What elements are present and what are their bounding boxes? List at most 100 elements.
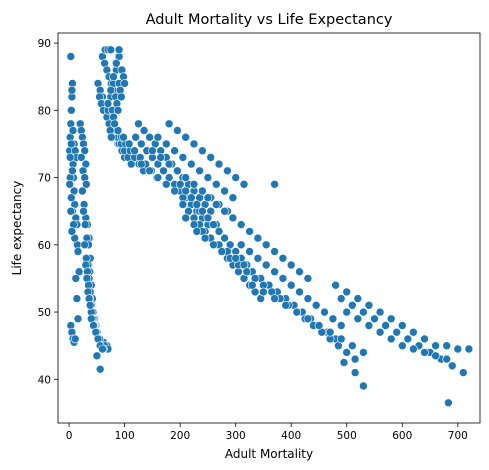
data-point <box>67 227 77 236</box>
data-point <box>66 52 76 61</box>
data-point <box>303 314 313 324</box>
data-point <box>270 247 279 256</box>
data-point <box>359 381 368 391</box>
data-point <box>82 180 91 189</box>
data-point <box>278 253 288 263</box>
data-point <box>106 45 116 55</box>
data-point <box>397 341 407 351</box>
data-point <box>409 327 418 337</box>
data-point <box>85 300 95 310</box>
data-point <box>137 159 146 169</box>
data-point <box>281 300 291 310</box>
data-points <box>65 45 474 408</box>
data-point <box>328 314 338 324</box>
data-point <box>223 166 232 176</box>
data-point <box>178 200 188 209</box>
data-point <box>148 146 157 155</box>
data-point <box>336 334 346 344</box>
data-point <box>181 186 190 196</box>
data-point <box>353 314 363 324</box>
data-point <box>386 314 396 324</box>
x-tick-label: 500 <box>337 430 357 442</box>
data-point <box>67 106 76 115</box>
data-point <box>80 220 90 229</box>
data-point <box>175 180 185 189</box>
data-point <box>113 106 123 115</box>
data-point <box>453 344 463 354</box>
data-point <box>231 253 240 263</box>
data-point <box>145 166 154 176</box>
data-point <box>107 132 116 142</box>
x-axis: 0 100 200 300 400 500 600 700 <box>66 423 468 442</box>
data-point <box>342 287 352 297</box>
data-point <box>170 146 179 155</box>
data-point <box>173 126 182 135</box>
data-point <box>203 193 213 202</box>
data-point <box>375 307 385 317</box>
data-point <box>242 267 252 277</box>
data-point <box>67 139 76 149</box>
data-point <box>78 186 87 196</box>
chart-title: Adult Mortality vs Life Expectancy <box>146 12 393 28</box>
data-point <box>68 166 77 176</box>
data-point <box>347 300 357 310</box>
data-point <box>431 351 440 361</box>
data-point <box>261 260 271 270</box>
x-tick-label: 0 <box>66 430 73 442</box>
data-point <box>442 341 452 351</box>
data-point <box>259 287 268 297</box>
data-point <box>181 173 190 182</box>
data-point <box>381 321 390 330</box>
data-point <box>220 186 229 196</box>
data-point <box>214 227 224 236</box>
y-tick-label: 80 <box>38 105 51 117</box>
data-point <box>109 72 118 81</box>
data-point <box>325 327 335 337</box>
data-point <box>214 159 224 169</box>
data-point <box>198 186 207 196</box>
data-point <box>70 334 80 344</box>
data-point <box>67 85 77 95</box>
data-point <box>239 180 249 189</box>
data-point <box>248 280 257 290</box>
x-tick-label: 200 <box>170 430 190 442</box>
data-point <box>359 348 368 357</box>
data-point <box>156 153 165 162</box>
data-point <box>231 173 240 182</box>
x-tick-label: 100 <box>115 430 135 442</box>
data-point <box>336 294 346 303</box>
data-point <box>270 294 279 303</box>
data-point <box>228 193 238 202</box>
data-point <box>220 206 229 216</box>
data-point <box>71 274 81 283</box>
data-point <box>159 166 168 176</box>
data-point <box>103 99 113 108</box>
data-point <box>236 240 246 250</box>
data-point <box>198 146 207 155</box>
data-point <box>77 153 86 162</box>
data-point <box>270 180 279 189</box>
data-point <box>195 166 204 176</box>
data-point <box>270 267 279 277</box>
data-point <box>164 159 174 169</box>
data-point <box>311 300 321 310</box>
plot-frame <box>57 32 481 424</box>
data-point <box>295 267 304 277</box>
y-axis: 40 50 60 70 80 90 <box>38 38 58 386</box>
data-point <box>73 314 83 324</box>
data-point <box>114 45 124 55</box>
data-point <box>80 240 89 250</box>
data-point <box>139 126 149 135</box>
data-point <box>73 247 83 256</box>
data-point <box>217 247 227 256</box>
data-point <box>320 307 329 317</box>
data-point <box>65 153 75 162</box>
data-point <box>203 173 213 182</box>
data-point <box>119 132 128 142</box>
x-tick-label: 700 <box>448 430 468 442</box>
data-point <box>189 139 199 149</box>
data-point <box>403 334 413 344</box>
y-tick-label: 40 <box>38 374 51 386</box>
y-axis-title: Life expectancy <box>10 181 24 276</box>
